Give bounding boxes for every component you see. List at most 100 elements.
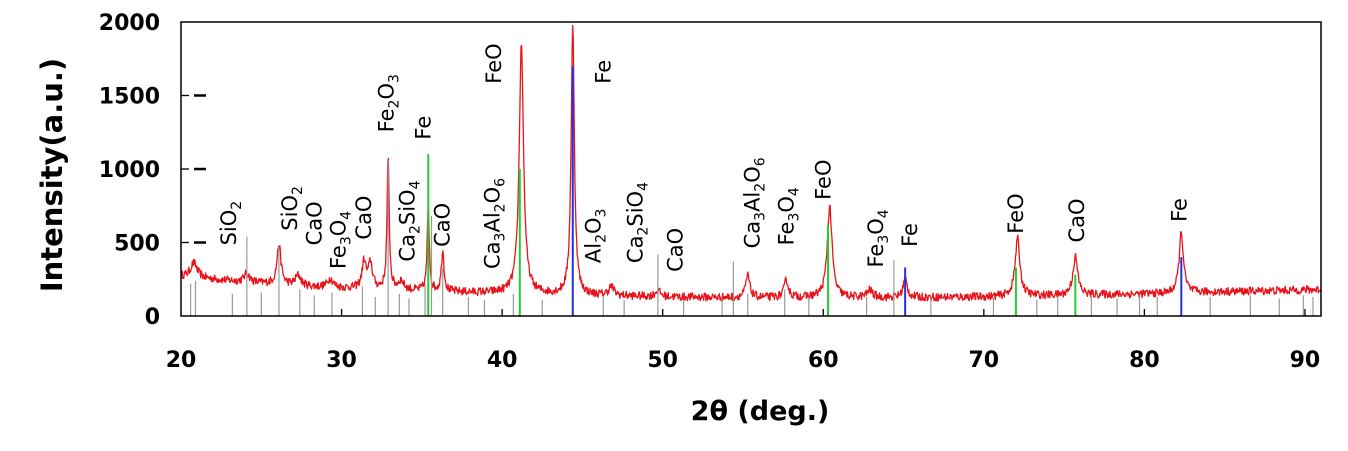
phase-label-cao-2: CaO bbox=[352, 196, 376, 240]
x-tick-label: 30 bbox=[326, 348, 357, 373]
phase-label-text: Ca bbox=[741, 221, 765, 249]
phase-label-text: O bbox=[741, 166, 765, 183]
x-tick-label: 50 bbox=[647, 348, 678, 373]
phase-label-text: CaO bbox=[352, 196, 376, 240]
phase-label-feo-3: FeO bbox=[1004, 193, 1028, 233]
x-tick-label: 60 bbox=[808, 348, 839, 373]
phase-label-subscript: 4 bbox=[786, 187, 802, 196]
phase-annotations: SiO2​SiO2​CaOFe3​O4​CaOFe2​O3​Ca2​SiO4​F… bbox=[217, 43, 1191, 272]
phase-label-fe3o4-3: Fe3​O4​ bbox=[864, 209, 892, 267]
phase-label-subscript: 2 bbox=[229, 201, 245, 210]
phase-label-text: Ca bbox=[623, 236, 647, 264]
phase-label-subscript: 3 bbox=[338, 236, 354, 245]
phase-label-ca3al2o6-2: Ca3​Al2​O6​ bbox=[741, 157, 769, 248]
phase-label-text: SiO bbox=[395, 189, 419, 225]
phase-label-ca3al2o6-1: Ca3​Al2​O6​ bbox=[481, 178, 509, 269]
phase-label-text: Fe bbox=[774, 222, 798, 246]
phase-label-text: O bbox=[326, 220, 350, 237]
phase-label-text: SiO bbox=[623, 191, 647, 227]
phase-label-cao-3: CaO bbox=[431, 203, 455, 247]
phase-label-text: O bbox=[582, 217, 606, 234]
phase-label-text: Al bbox=[741, 192, 765, 212]
phase-label-subscript: 2 bbox=[290, 186, 306, 195]
phase-label-fe-4: Fe bbox=[1168, 198, 1192, 222]
phase-label-text: O bbox=[774, 196, 798, 213]
pattern-layer bbox=[180, 24, 1322, 302]
phase-label-text: SiO bbox=[278, 195, 302, 231]
x-axis-label: 2θ (deg.) bbox=[691, 396, 830, 427]
phase-label-sio2-2: SiO2​ bbox=[278, 186, 306, 231]
x-tick-label: 40 bbox=[487, 348, 518, 373]
phase-label-text: CaO bbox=[664, 228, 688, 272]
phase-label-feo-2: FeO bbox=[811, 160, 835, 200]
y-tick-label: 500 bbox=[114, 232, 160, 257]
phase-label-subscript: 3 bbox=[876, 235, 892, 244]
phase-label-text: CaO bbox=[302, 201, 326, 245]
phase-label-cao-4: CaO bbox=[664, 228, 688, 272]
x-tick-label: 80 bbox=[1129, 348, 1160, 373]
phase-label-fe-3: Fe bbox=[898, 223, 922, 247]
phase-label-cao-5: CaO bbox=[1065, 198, 1089, 242]
phase-label-subscript: 3 bbox=[387, 74, 403, 83]
x-tick-label: 20 bbox=[166, 348, 197, 373]
phase-label-subscript: 2 bbox=[407, 225, 423, 234]
phase-label-subscript: 2 bbox=[493, 203, 509, 212]
phase-label-fe2o3-1: Fe2​O3​ bbox=[375, 74, 403, 132]
y-axis-label: Intensity(a.u.) bbox=[35, 58, 69, 292]
phase-label-text: Fe bbox=[591, 60, 615, 84]
phase-label-feo-1: FeO bbox=[482, 43, 506, 83]
phase-label-subscript: 3 bbox=[786, 213, 802, 222]
phase-label-text: Fe bbox=[412, 116, 436, 140]
x-tick-label: 90 bbox=[1290, 348, 1321, 373]
x-tick-label: 70 bbox=[969, 348, 1000, 373]
phase-label-subscript: 2 bbox=[387, 100, 403, 109]
phase-label-text: CaO bbox=[1065, 198, 1089, 242]
phase-label-subscript: 6 bbox=[493, 178, 509, 187]
phase-label-subscript: 4 bbox=[635, 182, 651, 191]
phase-label-text: FeO bbox=[1004, 193, 1028, 233]
phase-label-fe3o4-2: Fe3​O4​ bbox=[774, 187, 802, 245]
phase-label-subscript: 3 bbox=[594, 209, 610, 218]
phase-label-ca2sio4-1: Ca2​SiO4​ bbox=[395, 180, 423, 261]
phase-label-text: SiO bbox=[217, 210, 241, 246]
phase-label-al2o3-1: Al2​O3​ bbox=[582, 209, 610, 264]
axis-ticks: 20 30 40 50 60 70 80 90 0 500 1000 1500 2000 bbox=[99, 11, 1320, 373]
y-tick-label: 2000 bbox=[99, 11, 160, 36]
phase-label-ca2sio4-2: Ca2​SiO4​ bbox=[623, 182, 651, 263]
phase-label-text: Fe bbox=[898, 223, 922, 247]
phase-label-fe-1: Fe bbox=[412, 116, 436, 140]
phase-label-text: Fe bbox=[375, 108, 399, 132]
phase-label-text: Ca bbox=[481, 241, 505, 269]
phase-label-text: Fe bbox=[1168, 198, 1192, 222]
y-tick-label: 1000 bbox=[99, 158, 160, 183]
phase-label-subscript: 3 bbox=[493, 233, 509, 242]
phase-label-subscript: 6 bbox=[753, 157, 769, 166]
phase-label-text: FeO bbox=[811, 160, 835, 200]
phase-label-text: Al bbox=[481, 212, 505, 232]
phase-label-text: O bbox=[375, 83, 399, 100]
phase-label-text: Fe bbox=[326, 245, 350, 269]
phase-label-text: O bbox=[481, 187, 505, 204]
phase-label-fe-2: Fe bbox=[591, 60, 615, 84]
phase-label-subscript: 2 bbox=[594, 234, 610, 243]
phase-label-text: FeO bbox=[482, 43, 506, 83]
phase-label-text: Ca bbox=[395, 234, 419, 262]
phase-label-cao-1: CaO bbox=[302, 201, 326, 245]
phase-label-subscript: 2 bbox=[753, 183, 769, 192]
phase-label-text: Fe bbox=[864, 244, 888, 268]
phase-label-text: O bbox=[864, 218, 888, 235]
phase-label-subscript: 4 bbox=[407, 180, 423, 189]
reference-lines-layer bbox=[190, 66, 1314, 316]
y-tick-label: 1500 bbox=[99, 85, 160, 110]
phase-label-subscript: 2 bbox=[635, 227, 651, 236]
phase-label-text: Al bbox=[582, 243, 606, 263]
phase-label-text: CaO bbox=[431, 203, 455, 247]
phase-label-subscript: 4 bbox=[876, 209, 892, 218]
phase-label-subscript: 3 bbox=[753, 212, 769, 221]
phase-label-fe3o4-1: Fe3​O4​ bbox=[326, 211, 354, 269]
phase-label-subscript: 4 bbox=[338, 211, 354, 220]
xrd-pattern-line bbox=[180, 24, 1322, 302]
y-tick-label: 0 bbox=[145, 305, 160, 330]
phase-label-sio2-1: SiO2​ bbox=[217, 201, 245, 246]
